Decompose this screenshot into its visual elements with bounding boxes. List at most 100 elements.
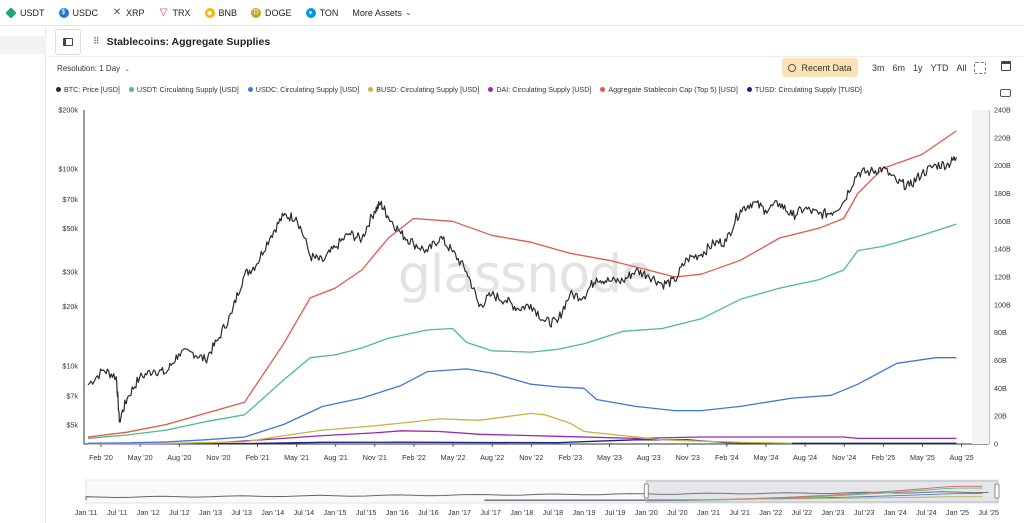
chevron-down-icon: ⌄ (122, 66, 130, 73)
navigator-handle-right (994, 483, 1000, 499)
navigator-tick-label: Jan '13 (199, 508, 222, 517)
chevron-down-icon: ⌄ (404, 8, 412, 17)
range-1y[interactable]: 1y (913, 62, 923, 73)
y-tick-right: 0 (994, 440, 998, 449)
y-tick-right: 220B (994, 133, 1011, 142)
asset-usdt[interactable]: USDT (5, 6, 45, 19)
busd-supply-line (87, 412, 793, 445)
navigator-series-line (484, 496, 983, 500)
usdc-icon: $ (58, 7, 69, 18)
y-tick-left: $200k (58, 106, 78, 115)
y-tick-right: 100B (994, 300, 1011, 309)
navigator-tick-label: Jul '19 (605, 508, 626, 517)
range-ytd[interactable]: YTD (930, 62, 949, 73)
navigator-tick-label: Jan '15 (324, 508, 347, 517)
legend-dot (247, 87, 253, 92)
navigator-handle-left (643, 483, 649, 499)
navigator-tick-label: Jan '12 (137, 508, 160, 517)
y-tick-left: $30k (62, 267, 78, 276)
left-sidebar (0, 26, 46, 523)
y-tick-left: $70k (62, 195, 78, 204)
calendar-icon[interactable] (1001, 61, 1011, 71)
asset-doge[interactable]: D DOGE (251, 7, 292, 18)
navigator-tick-label: Jan '11 (75, 508, 97, 517)
range-all[interactable]: All (956, 62, 967, 73)
legend-dot (600, 87, 606, 92)
navigator-tick-label: Jul '17 (480, 508, 501, 517)
legend-item[interactable]: Aggregate Stablecoin Cap (Top 5) [USD] (600, 85, 738, 94)
navigator-tick-label: Jul '23 (854, 508, 875, 517)
x-tick-label: Feb '20 (89, 453, 113, 462)
y-tick-right: 180B (994, 189, 1011, 198)
y-tick-right: 60B (994, 356, 1007, 365)
navigator-tick-label: Jul '16 (418, 508, 439, 517)
range-3m[interactable]: 3m (872, 62, 885, 73)
asset-ton[interactable]: ▾ TON (305, 7, 338, 18)
history-icon (788, 63, 797, 72)
recent-data-button[interactable]: Recent Data (782, 58, 858, 77)
y-tick-right: 120B (994, 273, 1011, 282)
doge-icon: D (251, 7, 262, 18)
range-6m[interactable]: 6m (892, 62, 906, 73)
legend-item[interactable]: DAI: Circulating Supply [USD] (488, 85, 591, 94)
usdt-supply-line (87, 223, 957, 439)
navigator-tick-label: Jul '18 (543, 508, 564, 517)
legend-dot (128, 87, 134, 92)
x-tick-label: May '21 (284, 453, 309, 462)
sidebar-selected-item[interactable] (0, 36, 46, 54)
navigator-tick-label: Jan '25 (946, 508, 969, 517)
x-tick-label: May '20 (128, 453, 153, 462)
asset-usdc[interactable]: $ USDC (58, 7, 98, 18)
legend-item[interactable]: BTC: Price [USD] (56, 85, 120, 94)
y-tick-left: $10k (62, 361, 78, 370)
toggle-sidebar-button[interactable] (55, 28, 81, 55)
dai-supply-line (87, 430, 957, 445)
legend-item[interactable]: TUSD: Circulating Supply [TUSD] (746, 85, 862, 94)
x-tick-label: Nov '22 (519, 453, 543, 462)
y-tick-left: $5k (66, 420, 78, 429)
navigator-tick-label: Jan '21 (697, 508, 720, 517)
sidebar-icon (63, 37, 73, 46)
navigator-tick-label: Jul '25 (978, 508, 999, 517)
y-tick-left: $50k (62, 224, 78, 233)
y-tick-left: $20k (62, 302, 78, 311)
watermark: glassnode (398, 245, 652, 305)
x-tick-label: Aug '24 (793, 453, 817, 462)
x-tick-label: Feb '24 (715, 453, 739, 462)
legend-item[interactable]: BUSD: Circulating Supply [USD] (368, 85, 479, 94)
y-tick-right: 20B (994, 412, 1007, 421)
x-tick-label: May '22 (441, 453, 466, 462)
drag-handle-icon[interactable]: ⠿ (93, 36, 100, 46)
x-tick-label: Aug '20 (167, 453, 191, 462)
navigator-price-line (85, 491, 989, 500)
navigator-tick-label: Jan '16 (386, 508, 409, 517)
camera-icon[interactable] (1000, 89, 1011, 97)
navigator-tick-label: Jul '12 (169, 508, 190, 517)
legend-dot (488, 87, 494, 92)
y-tick-left: $7k (66, 392, 78, 401)
asset-xrp[interactable]: ✕ XRP (112, 7, 145, 18)
chart-header: ⠿ Stablecoins: Aggregate Supplies (47, 27, 1024, 57)
xrp-icon: ✕ (112, 7, 122, 18)
y-tick-right: 80B (994, 328, 1007, 337)
x-tick-label: Nov '23 (676, 453, 700, 462)
tusd-supply-line (87, 439, 957, 445)
navigator-tick-label: Jul '22 (792, 508, 813, 517)
more-assets-dropdown[interactable]: More Assets ⌄ (352, 7, 412, 18)
navigator-tick-label: Jan '19 (573, 508, 596, 517)
navigator-tick-label: Jan '20 (635, 508, 658, 517)
btc-price-line (87, 156, 957, 423)
legend-dot (56, 87, 61, 92)
asset-trx[interactable]: ▽ TRX (159, 7, 191, 18)
x-tick-label: Aug '21 (324, 453, 348, 462)
navigator-tick-label: Jan '22 (759, 508, 782, 517)
zoom-select-icon[interactable] (973, 61, 986, 74)
legend-item[interactable]: USDT: Circulating Supply [USD] (128, 85, 239, 94)
asset-bar: USDT $ USDC ✕ XRP ▽ TRX ◆ BNB D DOGE ▾ TON Mor… (0, 0, 1024, 26)
legend-item[interactable]: USDC: Circulating Supply [USD] (247, 85, 359, 94)
navigator-tick-label: Jan '14 (261, 508, 284, 517)
navigator-tick-label: Jul '13 (231, 508, 252, 517)
resolution-dropdown[interactable]: Resolution: 1 Day ⌄ (57, 64, 130, 73)
asset-bnb[interactable]: ◆ BNB (204, 7, 237, 18)
